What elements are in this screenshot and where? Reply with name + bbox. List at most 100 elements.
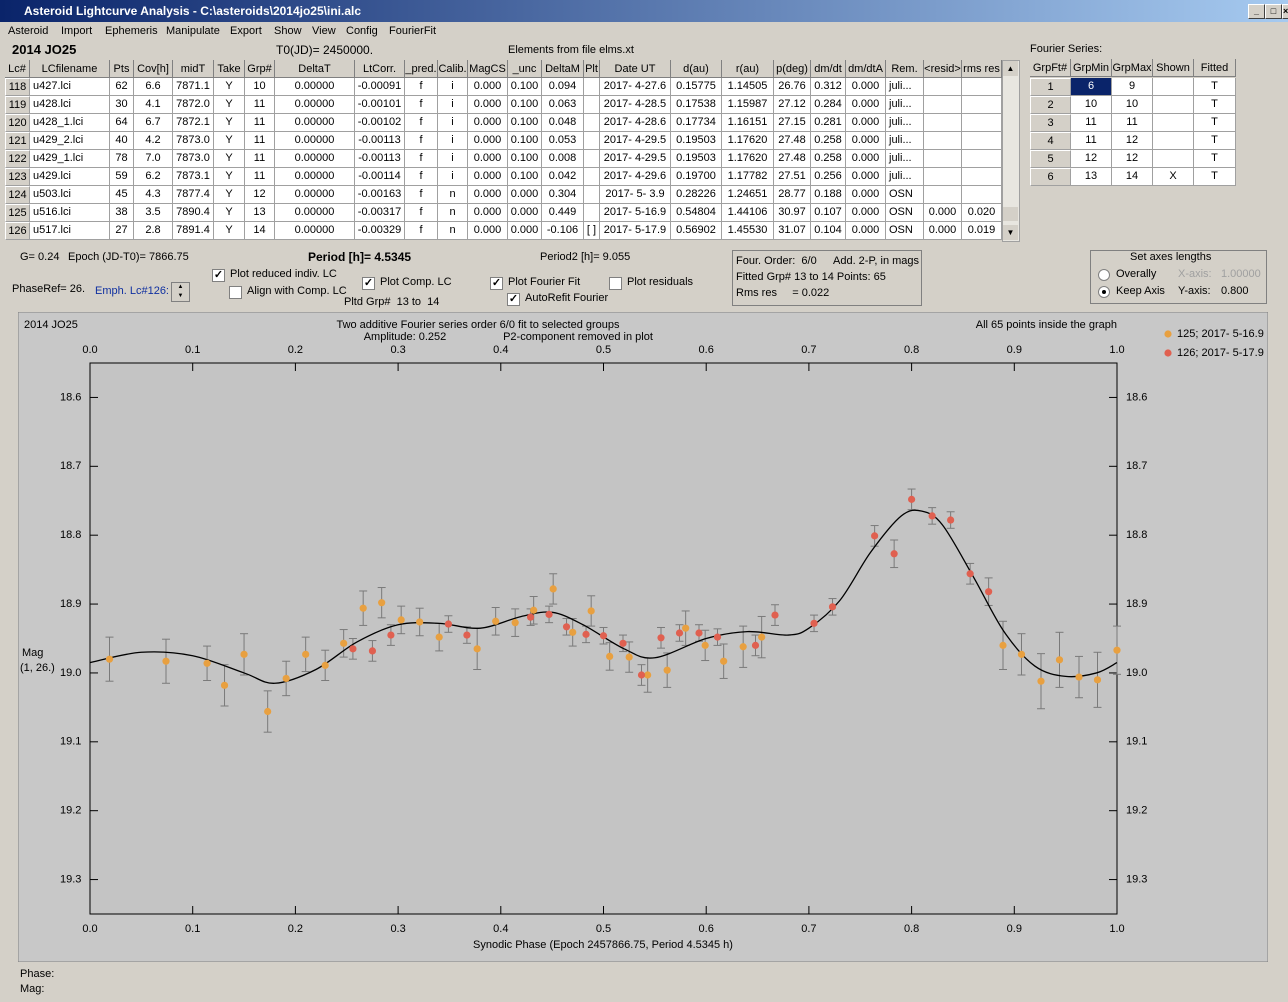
row-header: 4 [1030,132,1071,150]
table-cell: 0.000 [468,132,508,150]
table-cell [1153,96,1194,114]
table-cell: 0.000 [924,204,962,222]
data-point [828,603,837,611]
fit-info: Four. Order: 6/0 [736,255,817,267]
row-header: 3 [1030,114,1071,132]
data-point [444,620,453,628]
plot-title: Two additive Fourier series order 6/0 fi… [336,319,620,331]
table-cell: 6 [1071,78,1112,96]
legend-marker [1164,349,1172,357]
maximize-button[interactable]: □ [1265,4,1282,19]
table-cell: 7872.1 [173,114,214,132]
checkbox[interactable]: ✓ [362,277,375,290]
menu-item[interactable]: FourierFit [389,25,437,37]
table-cell: 27.48 [774,132,811,150]
table-cell: juli... [886,150,924,168]
table-cell: 0.000 [468,186,508,204]
column-header: _unc [508,60,542,78]
y-tick-label: 19.3 [1126,873,1147,885]
y-tick-label: 18.8 [60,529,81,541]
table-cell: u429_2.lci [30,132,110,150]
table-cell: 1.14505 [722,78,774,96]
table-cell: 7873.0 [173,150,214,168]
checkbox[interactable] [229,286,242,299]
checkbox[interactable]: ✓ [490,277,503,290]
scrollbar[interactable]: ▲ ▼ [1002,60,1020,242]
table-cell: -0.00329 [355,222,405,240]
table-cell: 0.000 [468,204,508,222]
data-point [264,707,272,716]
checkbox[interactable]: ✓ [507,293,520,306]
scroll-up[interactable]: ▲ [1003,61,1018,76]
table-cell: 10 [245,78,275,96]
table-cell: 0.17734 [671,114,722,132]
y-axis-title: Mag [22,647,43,659]
table-cell: 30.97 [774,204,811,222]
x-tick-label: 0.5 [596,344,611,356]
table-cell: T [1194,132,1236,150]
checkbox[interactable] [609,277,622,290]
table-cell: 11 [245,96,275,114]
table-cell: Y [214,96,245,114]
data-point [530,606,538,614]
row-header: 126 [5,222,30,240]
column-header: Plt [584,60,600,78]
table-cell: 0.000 [468,78,508,96]
menu-item[interactable]: Show [274,25,302,37]
table-cell: 0.000 [468,150,508,168]
table-cell: 0.15775 [671,78,722,96]
data-point [349,645,357,653]
menu-item[interactable]: Config [346,25,378,37]
table-cell: f [405,222,438,240]
data-point [340,639,348,647]
table-cell: 11 [245,168,275,186]
checkbox[interactable]: ✓ [212,269,225,282]
x-tick-label: 0.4 [493,923,508,935]
minimize-button[interactable]: _ [1248,4,1265,19]
table-cell: 14 [245,222,275,240]
column-header: _pred. [405,60,438,78]
row-header: 122 [5,150,30,168]
scroll-down[interactable]: ▼ [1003,225,1018,240]
table-cell: 3.5 [134,204,173,222]
emph-spinner[interactable]: ▲ ▼ [171,282,190,302]
table-cell: 0.00000 [275,150,355,168]
data-point [739,643,747,651]
menu-item[interactable]: View [312,25,336,37]
elements-label: Elements from file elms.xt [508,44,634,56]
close-button[interactable]: × [1282,4,1288,19]
data-point [162,657,170,665]
x-tick-label: 0.4 [493,344,508,356]
radio-overally[interactable] [1098,269,1110,281]
table-cell: 1.17620 [722,132,774,150]
table-cell [962,114,1002,132]
amplitude: Amplitude: 0.252 [364,331,447,343]
menu-item[interactable]: Asteroid [8,25,49,37]
table-cell: OSN [886,204,924,222]
table-cell: 0.000 [846,222,886,240]
table-cell: 0.100 [508,168,542,186]
x-tick-label: 0.8 [904,344,919,356]
table-cell: 0.000 [846,132,886,150]
data-point [758,633,766,641]
table-cell: 0.063 [542,96,584,114]
data-point [966,570,974,578]
x-axis-value: 1.00000 [1221,268,1261,280]
menu-item[interactable]: Export [230,25,262,37]
table-cell: u427.lci [30,78,110,96]
table-cell: 0.258 [811,150,846,168]
table-cell: juli... [886,78,924,96]
table-cell: Y [214,78,245,96]
scroll-thumb[interactable] [1003,207,1018,221]
radio-keep[interactable] [1098,286,1110,298]
table-cell: 0.000 [846,186,886,204]
menu-item[interactable]: Manipulate [166,25,220,37]
column-header: Grp# [245,60,275,78]
table-cell: 59 [110,168,134,186]
table-cell [924,78,962,96]
table-cell: 26.76 [774,78,811,96]
menu-item[interactable]: Import [61,25,93,37]
menu-item[interactable]: Ephemeris [105,25,158,37]
table-cell: 1.16151 [722,114,774,132]
x-tick-label: 0.8 [904,923,919,935]
